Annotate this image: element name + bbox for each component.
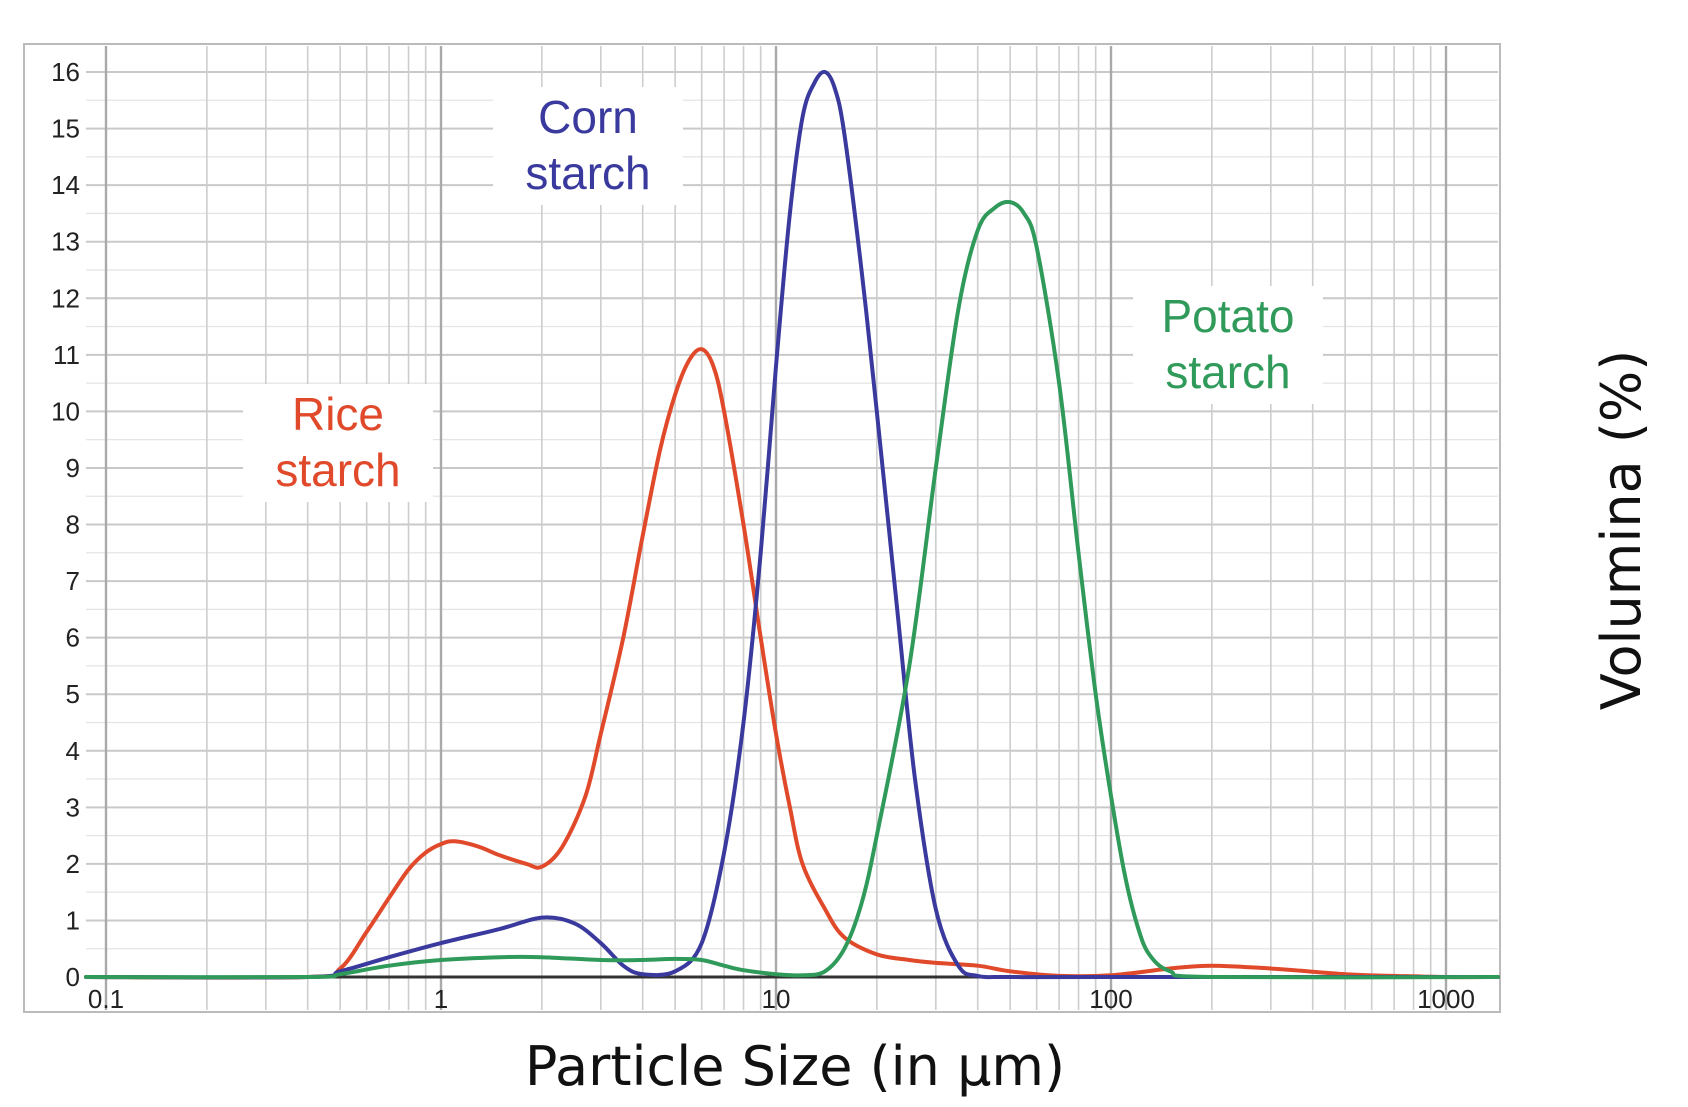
y-tick-label: 15 (51, 114, 80, 144)
series-label-text: starch (1165, 346, 1290, 398)
series-label-backdrop (243, 384, 433, 502)
y-tick-label: 5 (66, 679, 80, 709)
series-label-text: starch (525, 147, 650, 199)
x-tick-label: 10 (762, 984, 791, 1014)
y-axis-title: Volumina (%) (1590, 350, 1653, 711)
series-label-text: Rice (292, 388, 384, 440)
x-axis-title: Particle Size (in μm) (525, 1035, 1065, 1098)
y-tick-label: 1 (66, 905, 80, 935)
series-label-text: starch (275, 444, 400, 496)
series-label-text: Corn (538, 91, 638, 143)
y-tick-label: 6 (66, 623, 80, 653)
series-line-3 (84, 199, 1500, 980)
series-label-backdrop (1133, 286, 1323, 404)
y-tick-label: 4 (66, 736, 80, 766)
y-tick-label: 12 (51, 283, 80, 313)
y-tick-label: 14 (51, 170, 80, 200)
x-tick-label: 100 (1089, 984, 1132, 1014)
y-tick-label: 9 (66, 453, 80, 483)
y-tick-label: 13 (51, 227, 80, 257)
y-tick-label: 10 (51, 396, 80, 426)
series-label-backdrop (493, 87, 683, 205)
y-tick-label: 16 (51, 57, 80, 87)
series-lines (84, 69, 1500, 980)
x-tick-label: 1 (434, 984, 448, 1014)
series-label-text: Potato (1162, 290, 1295, 342)
y-tick-label: 7 (66, 566, 80, 596)
series-line-2 (84, 69, 1500, 980)
y-tick-label: 8 (66, 510, 80, 540)
y-tick-label: 11 (53, 340, 80, 370)
y-tick-label: 2 (66, 849, 80, 879)
y-tick-label: 3 (66, 792, 80, 822)
y-tick-label: 0 (66, 962, 80, 992)
x-tick-label: 0.1 (88, 984, 124, 1014)
x-tick-label: 1000 (1417, 984, 1475, 1014)
